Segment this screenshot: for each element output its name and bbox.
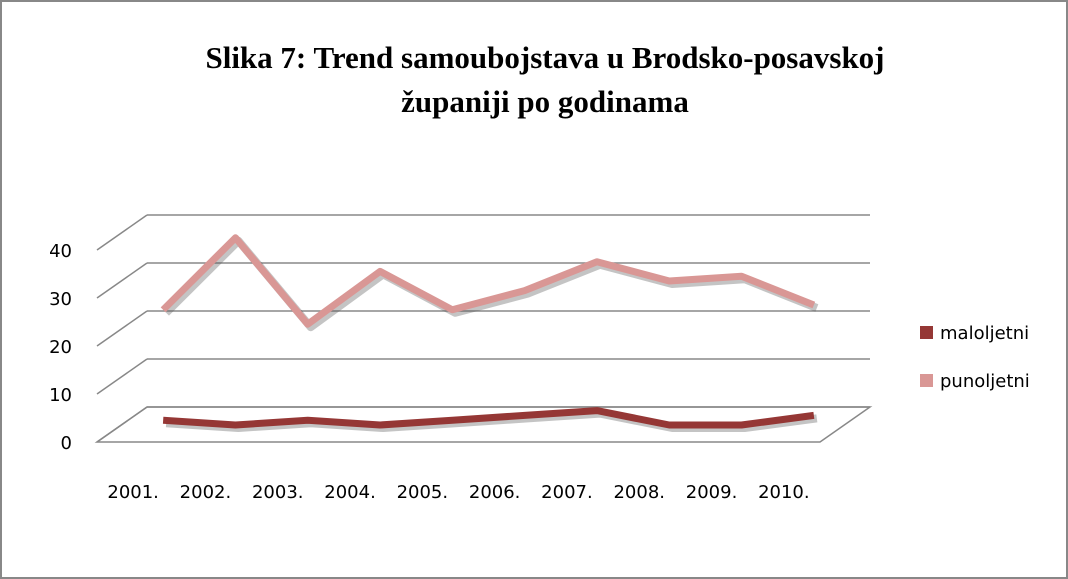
legend-label: maloljetni — [940, 323, 1029, 344]
y-tick-label: 0 — [61, 433, 72, 454]
y-tick-label: 10 — [49, 385, 72, 406]
x-tick-label: 2010. — [758, 482, 810, 503]
chart-subtitle: županiji po godinama — [401, 84, 689, 119]
grid-line-side — [96, 214, 148, 251]
grid-line-side — [96, 310, 148, 347]
x-tick-label: 2004. — [324, 482, 376, 503]
y-tick-label: 20 — [49, 337, 72, 358]
x-tick-label: 2003. — [252, 482, 304, 503]
x-tick-label: 2009. — [686, 482, 738, 503]
grid-line-side — [96, 358, 148, 395]
grid-line-side — [96, 406, 148, 443]
x-tick-label: 2005. — [397, 482, 449, 503]
x-tick-label: 2007. — [541, 482, 593, 503]
x-tick-label: 2001. — [107, 482, 159, 503]
legend-swatch — [920, 326, 933, 339]
series-line — [162, 407, 815, 429]
grid-line-side — [96, 262, 148, 299]
x-tick-label: 2002. — [180, 482, 232, 503]
x-tick-label: 2006. — [469, 482, 521, 503]
legend-swatch — [920, 374, 933, 387]
x-tick-label: 2008. — [613, 482, 665, 503]
y-tick-label: 40 — [49, 241, 72, 262]
chart-title: Slika 7: Trend samoubojstava u Brodsko-p… — [205, 40, 884, 75]
y-tick-label: 30 — [49, 289, 72, 310]
series-line — [160, 234, 816, 328]
legend-label: punoljetni — [940, 371, 1030, 392]
